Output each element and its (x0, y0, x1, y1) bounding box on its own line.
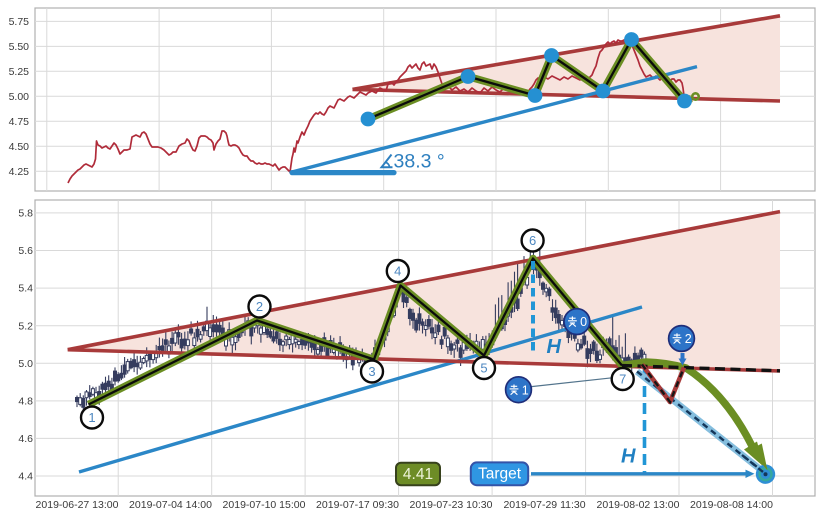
svg-text:4.6: 4.6 (18, 433, 33, 445)
svg-text:2019-08-08 14:00: 2019-08-08 14:00 (690, 499, 773, 511)
svg-text:2019-07-23 10:30: 2019-07-23 10:30 (410, 499, 493, 511)
svg-text:H: H (547, 336, 562, 358)
svg-text:4.25: 4.25 (9, 166, 30, 178)
svg-text:4.75: 4.75 (9, 116, 30, 128)
svg-text:3: 3 (368, 364, 375, 379)
svg-text:5.8: 5.8 (18, 208, 33, 220)
svg-text:4.50: 4.50 (9, 141, 30, 153)
svg-text:5.4: 5.4 (18, 283, 33, 295)
svg-text:2019-07-10 15:00: 2019-07-10 15:00 (223, 499, 306, 511)
svg-text:1: 1 (522, 383, 529, 397)
svg-text:4.41: 4.41 (403, 466, 433, 483)
svg-text:H: H (621, 445, 636, 467)
svg-text:2019-07-17 09:30: 2019-07-17 09:30 (316, 499, 399, 511)
svg-text:4: 4 (394, 264, 401, 279)
svg-text:5.2: 5.2 (18, 320, 33, 332)
svg-text:0: 0 (580, 315, 587, 329)
svg-text:38.3 °: 38.3 ° (394, 151, 445, 173)
svg-text:4.8: 4.8 (18, 396, 33, 408)
svg-text:2: 2 (685, 332, 692, 346)
svg-text:5.0: 5.0 (18, 358, 33, 370)
svg-text:5.50: 5.50 (9, 41, 30, 53)
svg-text:6: 6 (529, 233, 536, 248)
svg-text:5: 5 (480, 361, 487, 376)
svg-text:5.00: 5.00 (9, 91, 30, 103)
svg-text:5.25: 5.25 (9, 66, 30, 78)
svg-text:2019-08-02 13:00: 2019-08-02 13:00 (597, 499, 680, 511)
svg-text:2019-07-04 14:00: 2019-07-04 14:00 (129, 499, 212, 511)
svg-text:2019-06-27 13:00: 2019-06-27 13:00 (36, 499, 119, 511)
svg-text:5.75: 5.75 (9, 16, 30, 28)
svg-text:7: 7 (619, 372, 626, 387)
svg-text:1: 1 (88, 410, 95, 425)
svg-text:2019-07-29 11:30: 2019-07-29 11:30 (503, 499, 585, 511)
svg-text:Target: Target (478, 466, 522, 483)
svg-text:5.6: 5.6 (18, 245, 33, 257)
svg-text:4.4: 4.4 (18, 471, 33, 483)
svg-text:2: 2 (256, 299, 263, 314)
